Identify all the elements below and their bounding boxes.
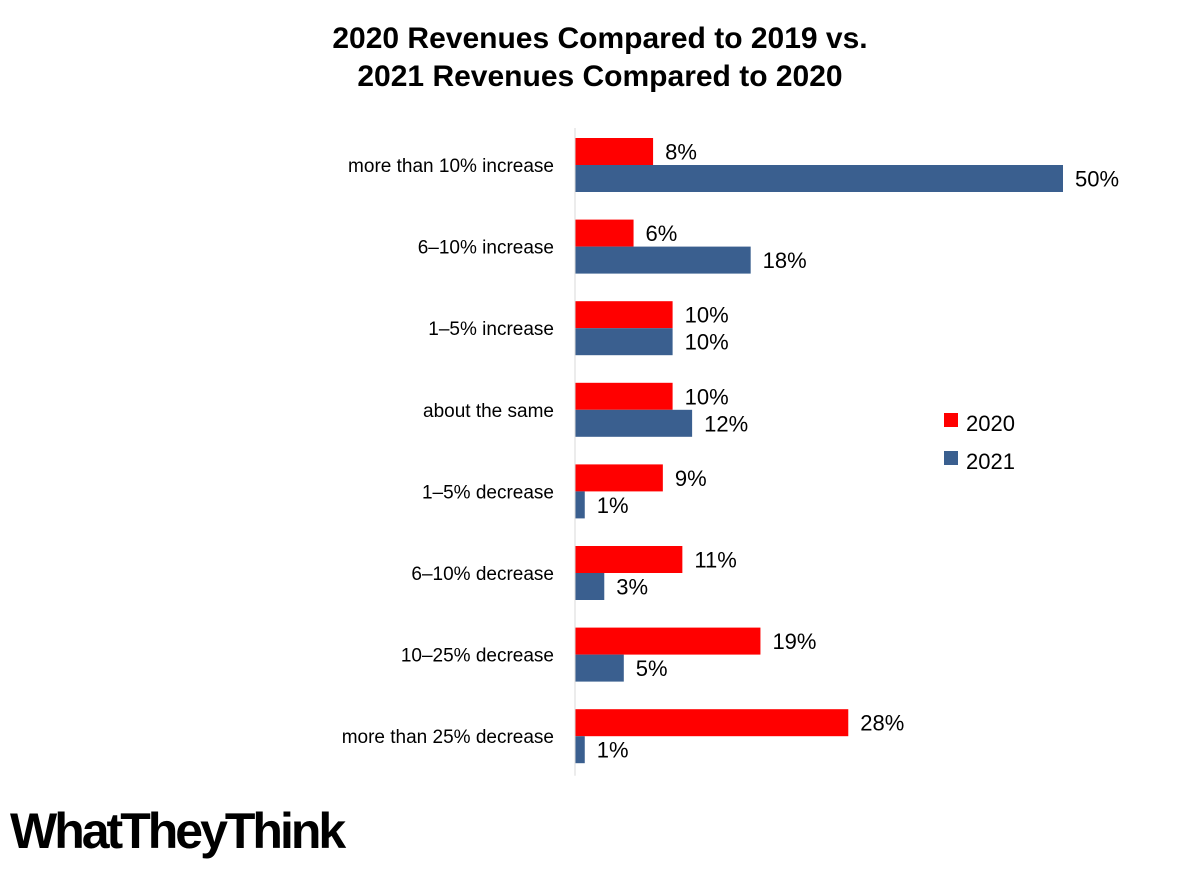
bar-2020 (575, 627, 761, 655)
category-label: 6–10% increase (418, 238, 554, 259)
bar-2021 (575, 409, 693, 437)
category-label: more than 25% decrease (342, 727, 554, 748)
bar-group: 6–10% increase 6% 18% (418, 219, 807, 274)
bar-group: 1–5% decrease 9% 1% (422, 464, 707, 519)
category-label: 6–10% decrease (411, 564, 554, 585)
legend-swatch-2020 (944, 413, 958, 427)
bar-group: 1–5% increase 10%10% (428, 301, 729, 356)
legend-label-2020: 2020 (966, 411, 1015, 436)
bar-2020 (575, 219, 634, 247)
legend-label-2021: 2021 (966, 449, 1015, 474)
bar-2021 (575, 165, 1063, 192)
bar-2021 (575, 491, 585, 519)
category-label: about the same (423, 401, 554, 422)
data-label-2020: 8% (665, 140, 697, 165)
legend: 2020 2021 (944, 411, 1015, 474)
chart-title-line-1: 2020 Revenues Compared to 2019 vs. (332, 22, 867, 55)
bar-2021 (575, 573, 605, 600)
bar-2021 (575, 654, 624, 682)
bar-2020 (575, 546, 683, 573)
bar-2021 (575, 736, 585, 764)
data-label-2020: 19% (772, 629, 816, 654)
bar-group: more than 25% decrease 28% 1% (342, 709, 904, 764)
bar-group: 10–25% decrease 19% 5% (401, 627, 816, 682)
data-label-2020: 9% (675, 466, 707, 491)
category-label: 10–25% decrease (401, 646, 554, 667)
bar-group: 6–10% decrease 11% 3% (411, 546, 737, 600)
data-label-2021: 5% (636, 656, 668, 681)
logo: WhatTheyThink (10, 803, 349, 859)
data-label-2021: 3% (616, 575, 648, 600)
data-label-2021: 50% (1075, 167, 1119, 192)
data-label-2021: 12% (704, 411, 748, 436)
bar-2020 (575, 464, 663, 492)
bar-2020 (575, 138, 654, 165)
data-label-2020: 6% (646, 221, 678, 246)
legend-swatch-2021 (944, 451, 958, 465)
logo-text: WhatTheyThink (10, 803, 346, 859)
category-label: more than 10% increase (348, 156, 554, 177)
data-label-2021: 18% (763, 248, 807, 273)
data-label-2021: 1% (597, 738, 629, 763)
category-label: 1–5% decrease (422, 482, 554, 503)
bar-2021 (575, 328, 673, 356)
data-label-2021: 1% (597, 493, 629, 518)
bar-2020 (575, 382, 673, 410)
chart-title: 2020 Revenues Compared to 2019 vs. 2021 … (332, 22, 867, 93)
category-label: 1–5% increase (428, 319, 554, 340)
bar-2021 (575, 246, 751, 274)
data-label-2021: 10% (685, 330, 729, 355)
data-label-2020: 10% (685, 384, 729, 409)
bar-2020 (575, 709, 849, 737)
chart-title-line-2: 2021 Revenues Compared to 2020 (357, 60, 842, 93)
data-label-2020: 10% (685, 303, 729, 328)
bar-group: about the same 10%12% (423, 382, 748, 437)
data-label-2020: 28% (860, 711, 904, 736)
plot-area: more than 10% increase 8% 50% 6–10% increas… (342, 138, 1119, 764)
bar-group: more than 10% increase 8% 50% (348, 138, 1119, 192)
bar-2020 (575, 301, 673, 329)
data-label-2020: 11% (694, 548, 736, 573)
